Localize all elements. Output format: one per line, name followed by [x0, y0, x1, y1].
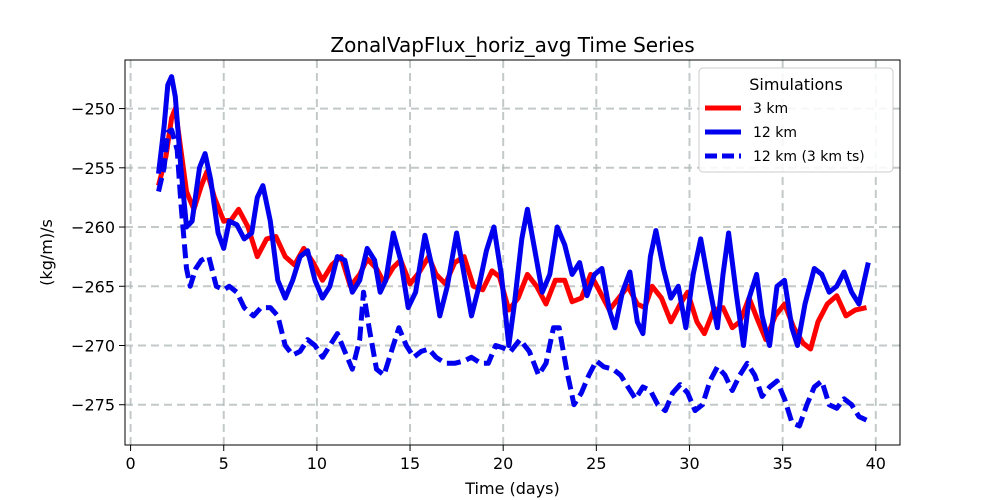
x-tick-label: 10 — [307, 454, 327, 473]
x-tick-label: 25 — [586, 454, 606, 473]
x-tick-label: 30 — [679, 454, 699, 473]
chart-title: ZonalVapFlux_horiz_avg Time Series — [330, 33, 694, 57]
y-axis-label: (kg/m)/s — [37, 219, 56, 286]
legend: Simulations 3 km 12 km 12 km (3 km ts) — [698, 67, 894, 173]
series-line-12-km-3-km-ts — [156, 127, 868, 429]
legend-label: 3 km — [753, 101, 788, 117]
x-tick-label: 40 — [866, 454, 886, 473]
y-tick-label: −265 — [71, 277, 115, 296]
legend-title: Simulations — [749, 75, 843, 94]
data-series — [156, 74, 871, 429]
y-tick-label: −255 — [71, 159, 115, 178]
x-tick-label: 20 — [493, 454, 513, 473]
legend-box — [698, 67, 894, 173]
legend-label: 12 km (3 km ts) — [753, 149, 865, 165]
x-tick-label: 0 — [125, 454, 135, 473]
y-tick-label: −260 — [71, 218, 115, 237]
x-axis-label: Time (days) — [464, 479, 560, 498]
x-tick-label: 35 — [772, 454, 792, 473]
x-tick-label: 5 — [219, 454, 229, 473]
legend-items: 3 km 12 km 12 km (3 km ts) — [705, 101, 865, 165]
y-tick-label: −270 — [71, 336, 115, 355]
legend-label: 12 km — [753, 125, 797, 141]
series-line-12-km — [156, 74, 871, 348]
y-tick-label: −275 — [71, 396, 115, 415]
y-tick-label: −250 — [71, 100, 115, 119]
x-tick-label: 15 — [400, 454, 420, 473]
plot-area-frame — [124, 59, 901, 446]
axis-ticks: 0 5 10 15 20 25 30 35 40 −250 −255 −260 −265 −270 −275 — [71, 100, 886, 473]
